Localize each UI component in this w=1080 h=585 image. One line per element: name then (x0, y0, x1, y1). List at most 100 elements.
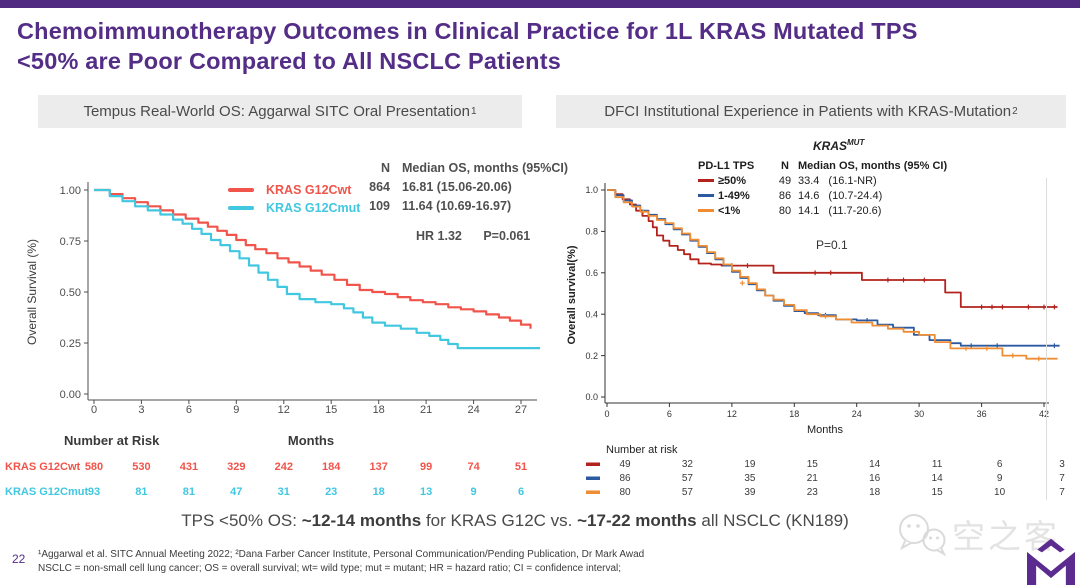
risk-value: 74 (467, 461, 480, 473)
footnote-line1: ¹Aggarwal et al. SITC Annual Meeting 202… (38, 549, 645, 560)
right-chart-legend: PD-L1 TPS N Median OS, months (95% CI) ≥… (698, 159, 947, 219)
summary-range-nsclc: ~17-22 months (577, 511, 697, 530)
km-curve (94, 188, 532, 329)
risk-value: 3 (1059, 459, 1065, 470)
risk-value: 49 (619, 459, 631, 470)
pdl1-row-high: ≥50% 49 33.4 (16.1-NR) (698, 174, 947, 189)
tps-high-ci: (16.1-NR) (828, 175, 877, 187)
tps-high-label: ≥50% (718, 175, 747, 187)
tps-mid-line-swatch (698, 194, 714, 197)
tps-low-line-swatch (698, 209, 714, 212)
y-tick-label: 0.00 (60, 389, 81, 401)
g12cwt-n: 864 (369, 180, 390, 194)
number-at-risk-title: Number at Risk (64, 433, 160, 448)
tps-mid-median: 14.6 (798, 190, 820, 202)
tps-low-n: 80 (778, 205, 792, 217)
summary-statement: TPS <50% OS: ~12-14 months for KRAS G12C… (0, 511, 1030, 531)
risk-row-swatch (586, 490, 600, 494)
risk-value: 242 (275, 461, 293, 473)
left-km-chart: 0.00 0.25 0.50 0.75 1.00 0 3 6 9 12 15 18 21 24 27 Over… (5, 182, 540, 498)
g12cwt-label: KRAS G12Cwt (266, 183, 352, 197)
risk-value: 23 (325, 486, 337, 498)
risk-value: 9 (471, 486, 477, 498)
stats-row-g12cmut: 109 11.64 (10.69-16.97) (360, 197, 568, 216)
x-tick-label: 27 (515, 404, 527, 416)
risk-value: 15 (807, 459, 819, 470)
risk-row-label: KRAS G12Cmut (5, 486, 88, 498)
left-chart-stats: N Median OS, months (95%CI) 864 16.81 (1… (360, 159, 568, 243)
right-panel-header-text: DFCI Institutional Experience in Patient… (604, 103, 1012, 120)
page-title: Chemoimmunotherapy Outcomes in Clinical … (17, 16, 918, 76)
risk-value: 184 (322, 461, 341, 473)
risk-value: 7 (1059, 473, 1065, 484)
stats-col-median: Median OS, months (95%CI) (402, 161, 568, 175)
kras-title-text: KRAS (813, 139, 848, 153)
hazard-ratio-value: HR 1.32 (416, 229, 462, 243)
panel-divider-line (1046, 178, 1047, 500)
summary-mid: for KRAS G12C vs. (421, 511, 578, 530)
g12cwt-median: 16.81 (15.06-20.06) (402, 180, 512, 194)
risk-value: 80 (619, 487, 631, 498)
x-tick-label: 6 (186, 404, 192, 416)
risk-value: 11 (932, 459, 943, 470)
tps-mid-n: 86 (778, 190, 792, 202)
risk-value: 530 (132, 461, 150, 473)
stats-row-g12cwt: 864 16.81 (15.06-20.06) (360, 178, 568, 197)
pdl1-col-n: N (781, 160, 789, 172)
tps-high-line-swatch (698, 179, 714, 182)
risk-value: 23 (807, 487, 819, 498)
top-accent-bar (0, 0, 1080, 8)
risk-value: 57 (682, 473, 694, 484)
number-at-risk-title: Number at risk (606, 444, 678, 456)
pdl1-legend-header: PD-L1 TPS N Median OS, months (95% CI) (698, 159, 947, 174)
risk-value: 93 (88, 486, 100, 498)
risk-value: 329 (227, 461, 245, 473)
risk-value: 32 (682, 459, 694, 470)
risk-value: 7 (1059, 487, 1065, 498)
risk-row-swatch (586, 462, 600, 466)
g12cmut-line-swatch (228, 206, 254, 210)
x-tick-label: 0 (604, 409, 609, 419)
risk-value: 31 (278, 486, 290, 498)
right-panel-header: DFCI Institutional Experience in Patient… (556, 95, 1066, 128)
right-chart-title: KRASMUT (813, 138, 864, 153)
x-tick-label: 18 (373, 404, 385, 416)
km-curve (607, 189, 1058, 360)
pdl1-col-median: Median OS, months (95% CI) (798, 160, 948, 172)
risk-value: 47 (230, 486, 242, 498)
risk-value: 10 (994, 487, 1006, 498)
risk-value: 19 (744, 459, 756, 470)
risk-value: 6 (997, 459, 1003, 470)
y-axis-label: Overall Survival (%) (25, 239, 39, 345)
stats-header-row: N Median OS, months (95%CI) (360, 159, 568, 178)
summary-range-g12c: ~12-14 months (301, 511, 422, 530)
risk-value: 21 (807, 473, 819, 484)
y-tick-label: 0.50 (60, 287, 81, 299)
x-tick-label: 12 (727, 409, 737, 419)
x-tick-label: 24 (467, 404, 479, 416)
g12cmut-median: 11.64 (10.69-16.97) (402, 199, 512, 213)
tps-low-ci: (11.7-20.6) (828, 205, 882, 217)
x-tick-label: 18 (789, 409, 799, 419)
x-axis-label: Months (288, 433, 334, 448)
right-panel-header-footref: 2 (1012, 106, 1018, 117)
g12cmut-n: 109 (369, 199, 390, 213)
risk-value: 137 (370, 461, 388, 473)
pdl1-row-low: <1% 80 14.1 (11.7-20.6) (698, 204, 947, 219)
y-tick-label: 0.0 (585, 392, 598, 402)
risk-value: 15 (932, 487, 944, 498)
y-tick-label: 0.6 (585, 268, 598, 278)
hazard-ratio-row: HR 1.32 P=0.061 (360, 229, 568, 243)
m-logo (1027, 538, 1075, 585)
y-tick-label: 0.8 (585, 227, 598, 237)
x-tick-label: 6 (667, 409, 672, 419)
risk-row-label: KRAS G12Cwt (5, 461, 81, 473)
risk-value: 431 (180, 461, 198, 473)
risk-value: 81 (135, 486, 147, 498)
page-title-line2: <50% are Poor Compared to All NSCLC Pati… (17, 48, 561, 74)
x-tick-label: 24 (852, 409, 862, 419)
risk-value: 18 (373, 486, 385, 498)
g12cwt-line-swatch (228, 188, 254, 192)
page-title-line1: Chemoimmunotherapy Outcomes in Clinical … (17, 18, 918, 44)
